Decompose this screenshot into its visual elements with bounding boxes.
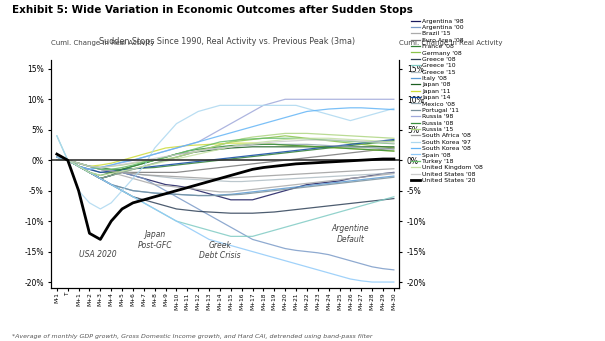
Legend: Argentina '98, Argentina '00, Brazil '15, Euro Area '08, France '08, Germany '08: Argentina '98, Argentina '00, Brazil '15…: [411, 18, 483, 183]
Text: Argentine
Default: Argentine Default: [332, 224, 369, 243]
Text: Cuml. Change in Real Activity: Cuml. Change in Real Activity: [399, 40, 503, 46]
Text: Sudden Stops Since 1990, Real Activity vs. Previous Peak (3ma): Sudden Stops Since 1990, Real Activity v…: [99, 37, 355, 46]
Text: Japan
Post-GFC: Japan Post-GFC: [137, 230, 172, 250]
Text: Cuml. Change in Real Activity: Cuml. Change in Real Activity: [51, 40, 155, 46]
Text: Exhibit 5: Wide Variation in Economic Outcomes after Sudden Stops: Exhibit 5: Wide Variation in Economic Ou…: [12, 5, 413, 15]
Text: USA 2020: USA 2020: [79, 250, 116, 260]
Text: Greek
Debt Crisis: Greek Debt Crisis: [199, 241, 241, 260]
Text: *Average of monthly GDP growth, Gross Domestic Income growth, and Hard CAI, detr: *Average of monthly GDP growth, Gross Do…: [12, 334, 373, 339]
